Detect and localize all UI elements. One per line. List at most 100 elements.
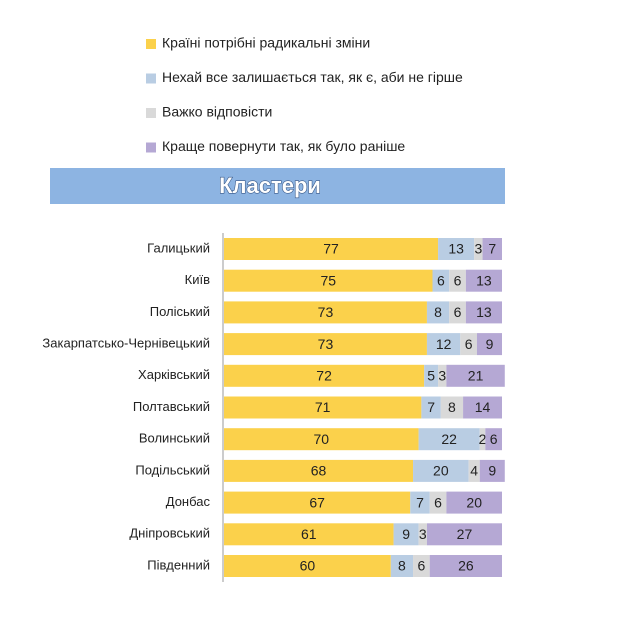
bar-segment — [418, 428, 480, 451]
bar-segment — [424, 364, 439, 387]
value-label: 7 — [416, 494, 424, 510]
value-label: 71 — [315, 399, 331, 415]
bar-segment — [449, 269, 466, 292]
bar-segment — [224, 396, 422, 419]
category-label: Дніпровський — [129, 526, 210, 541]
bar-segment — [224, 428, 419, 451]
value-label: 6 — [417, 558, 425, 574]
category-label: Донбас — [166, 494, 211, 509]
category-label: Південний — [147, 557, 210, 572]
value-label: 8 — [448, 399, 456, 415]
value-label: 3 — [438, 368, 446, 384]
bar-segment — [224, 301, 427, 324]
bar-segment — [224, 523, 394, 546]
value-label: 6 — [434, 494, 442, 510]
value-label: 9 — [486, 336, 494, 352]
bar-segment — [438, 364, 447, 387]
bar-segment — [426, 301, 450, 324]
category-label: Закарпатсько-Чернівецький — [42, 336, 210, 351]
value-label: 72 — [316, 368, 332, 384]
category-label: Харківський — [138, 367, 210, 382]
value-label: 68 — [311, 463, 327, 479]
value-label: 13 — [476, 304, 492, 320]
legend-swatch — [146, 108, 156, 118]
legend-swatch — [146, 142, 156, 153]
bar-segment — [224, 333, 427, 356]
bar-segment — [426, 333, 461, 356]
value-label: 73 — [318, 336, 334, 352]
bar-segment — [413, 555, 430, 577]
bar-segment — [440, 396, 464, 419]
bar-segment — [465, 301, 502, 324]
value-label: 6 — [454, 272, 462, 288]
value-label: 67 — [309, 494, 325, 510]
bar-segment — [224, 491, 411, 514]
value-label: 70 — [314, 431, 330, 447]
value-label: 12 — [436, 336, 452, 352]
value-label: 6 — [454, 304, 462, 320]
value-label: 20 — [433, 463, 449, 479]
value-label: 6 — [465, 336, 473, 352]
bar-segment — [393, 523, 419, 546]
value-label: 5 — [427, 368, 435, 384]
bar-segment — [426, 523, 502, 546]
title-band — [50, 168, 505, 204]
bar-segment — [224, 555, 391, 577]
value-label: 9 — [402, 526, 410, 542]
bar-segment — [390, 555, 414, 577]
legend-label: Важко відповісти — [162, 104, 272, 120]
bar-segment — [476, 333, 502, 356]
bar-segment — [449, 301, 466, 324]
bar-segment — [224, 364, 425, 387]
bar-segment — [474, 238, 483, 260]
category-label: Полтавський — [133, 399, 210, 414]
value-label: 27 — [457, 526, 473, 542]
bar-segment — [224, 269, 433, 292]
bar-segment — [413, 459, 469, 482]
bar-segment — [482, 238, 502, 260]
value-label: 60 — [300, 558, 316, 574]
value-label: 13 — [476, 272, 492, 288]
bar-segment — [421, 396, 441, 419]
category-label: Волинський — [139, 431, 210, 446]
value-label: 4 — [470, 463, 478, 479]
bar-segment — [446, 491, 502, 514]
bar-segment — [463, 396, 502, 419]
value-label: 7 — [427, 399, 435, 415]
value-label: 2 — [479, 431, 487, 447]
category-label: Подільський — [135, 462, 210, 477]
value-label: 75 — [320, 272, 336, 288]
value-label: 77 — [323, 241, 339, 257]
value-label: 9 — [488, 463, 496, 479]
value-label: 73 — [318, 304, 334, 320]
bar-segment — [446, 364, 505, 387]
legend-label: Нехай все залишається так, як є, аби не … — [162, 69, 463, 85]
value-label: 20 — [466, 494, 482, 510]
bar-segment — [224, 459, 414, 482]
value-label: 14 — [475, 399, 491, 415]
bar-segment — [432, 269, 450, 292]
value-label: 7 — [488, 241, 496, 257]
value-label: 22 — [441, 431, 457, 447]
value-label: 3 — [474, 241, 482, 257]
category-label: Київ — [185, 272, 210, 287]
bar-segment — [479, 459, 505, 482]
chart-title: Кластери — [219, 173, 321, 198]
category-label: Галицький — [147, 240, 210, 255]
value-label: 26 — [458, 558, 474, 574]
legend-label: Краще повернути так, як було раніше — [162, 138, 405, 154]
category-label: Поліський — [150, 304, 210, 319]
legend-swatch — [146, 39, 156, 49]
legend-swatch — [146, 73, 156, 84]
bar-segment — [410, 491, 430, 514]
value-label: 8 — [398, 558, 406, 574]
bar-segment — [485, 428, 502, 451]
legend-label: Країні потрібні радикальні зміни — [162, 35, 370, 51]
value-label: 61 — [301, 526, 317, 542]
bar-segment — [429, 491, 447, 514]
bar-segment — [465, 269, 502, 292]
value-label: 8 — [434, 304, 442, 320]
value-label: 21 — [468, 368, 484, 384]
bar-segment — [438, 238, 475, 260]
